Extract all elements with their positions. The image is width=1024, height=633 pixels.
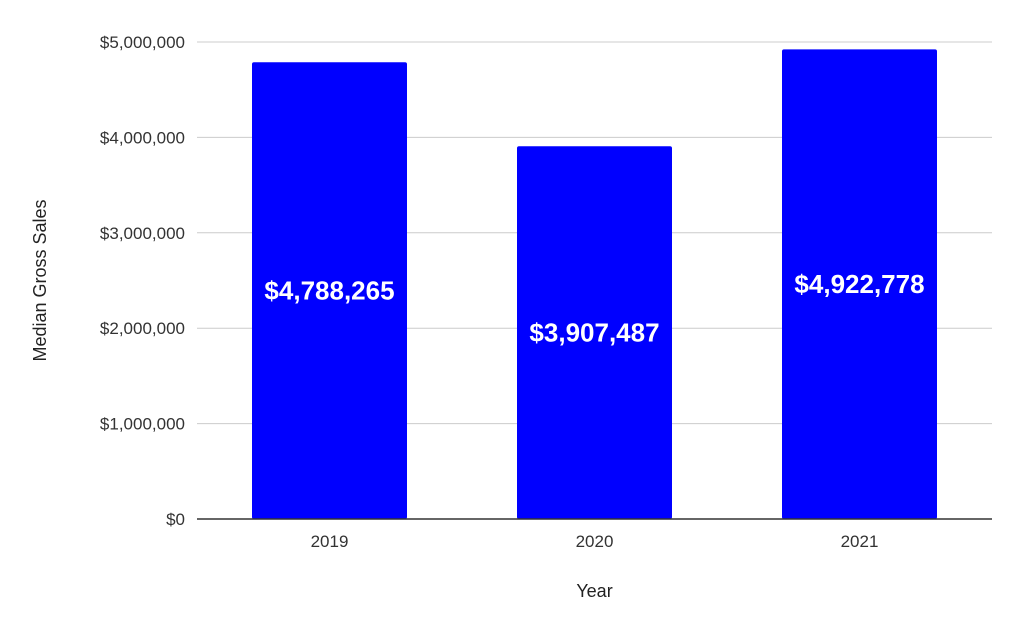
bar-value-label: $4,788,265 [264,276,394,306]
bars [252,49,937,520]
bar [517,146,672,519]
x-tick-label: 2019 [311,532,349,551]
y-tick-label: $4,000,000 [100,128,185,147]
x-axis-title: Year [576,581,612,601]
x-axis-tick-labels: 2019 2020 2021 [311,532,879,551]
bar-value-label: $4,922,778 [794,269,924,299]
y-tick-label: $1,000,000 [100,415,185,434]
y-axis-tick-labels: $0 $1,000,000 $2,000,000 $3,000,000 $4,000,0… [100,33,185,529]
bar [782,49,937,520]
x-tick-label: 2021 [841,532,879,551]
bar-value-labels: $4,788,265 $3,907,487 $4,922,778 [264,269,924,347]
x-tick-label: 2020 [576,532,614,551]
y-tick-label: $2,000,000 [100,319,185,338]
y-tick-label: $3,000,000 [100,224,185,243]
y-axis-title: Median Gross Sales [30,199,50,361]
bar [252,62,407,519]
y-tick-label: $5,000,000 [100,33,185,52]
bar-value-label: $3,907,487 [529,318,659,348]
y-tick-label: $0 [166,510,185,529]
